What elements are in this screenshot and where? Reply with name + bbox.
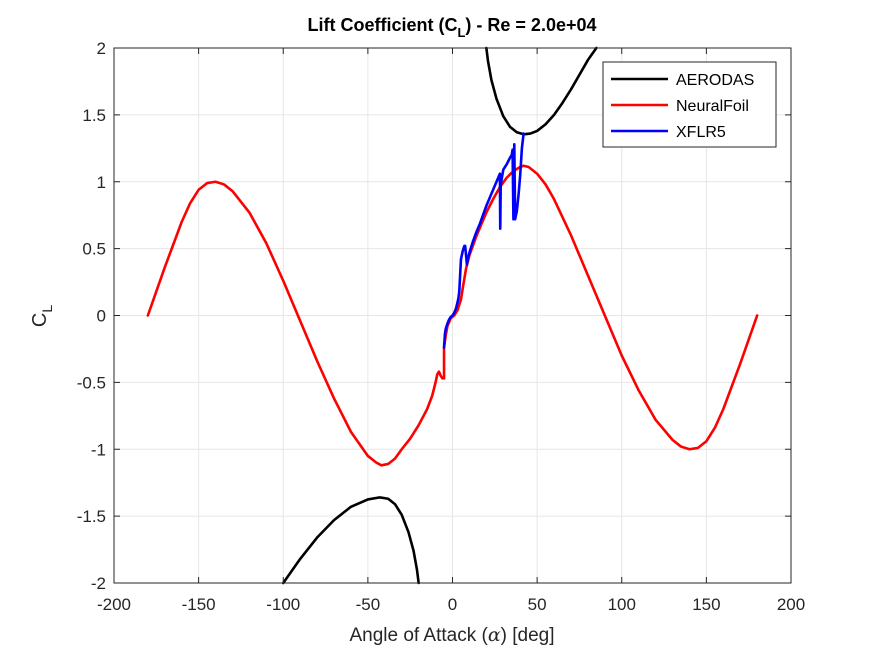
series-line-xflr5 (442, 132, 525, 349)
x-tick-label: -50 (356, 595, 381, 614)
x-axis-label: Angle of Attack (α) [deg] (349, 624, 554, 646)
y-tick-label: 0 (97, 307, 106, 326)
legend-label-neuralfoil: NeuralFoil (676, 98, 749, 115)
x-tick-label: -150 (182, 595, 216, 614)
x-tick-label: 100 (608, 595, 636, 614)
legend: AERODAS NeuralFoil XFLR5 (602, 61, 777, 148)
y-tick-label: -2 (91, 574, 106, 593)
x-tick-label: 150 (692, 595, 720, 614)
chart-title: Lift Coefficient (CL) - Re = 2.0e+04 (307, 15, 596, 40)
y-tick-label: 0.5 (82, 240, 106, 259)
axes: -200 -150 -100 -50 0 50 100 150 200 -2 -1.5 -1 -0.5 0… (77, 39, 805, 614)
legend-label-xflr5: XFLR5 (676, 124, 726, 141)
y-tick-label: -1.5 (77, 507, 106, 526)
series-line-aerodas (281, 496, 420, 585)
x-tick-label: -100 (266, 595, 300, 614)
x-tick-label: 50 (528, 595, 547, 614)
y-tick-label: 2 (97, 39, 106, 58)
series-lines (146, 46, 759, 585)
y-tick-label: 1.5 (82, 106, 106, 125)
legend-label-aerodas: AERODAS (676, 72, 754, 89)
x-tick-label: -200 (97, 595, 131, 614)
x-tick-label: 0 (448, 595, 457, 614)
series-line-aerodas (485, 46, 598, 136)
y-axis-label: CL (29, 305, 55, 327)
y-tick-label: 1 (97, 173, 106, 192)
y-tick-label: -0.5 (77, 373, 106, 392)
legend-items: AERODAS NeuralFoil XFLR5 (611, 72, 754, 141)
x-tick-label: 200 (777, 595, 805, 614)
y-tick-label: -1 (91, 440, 106, 459)
